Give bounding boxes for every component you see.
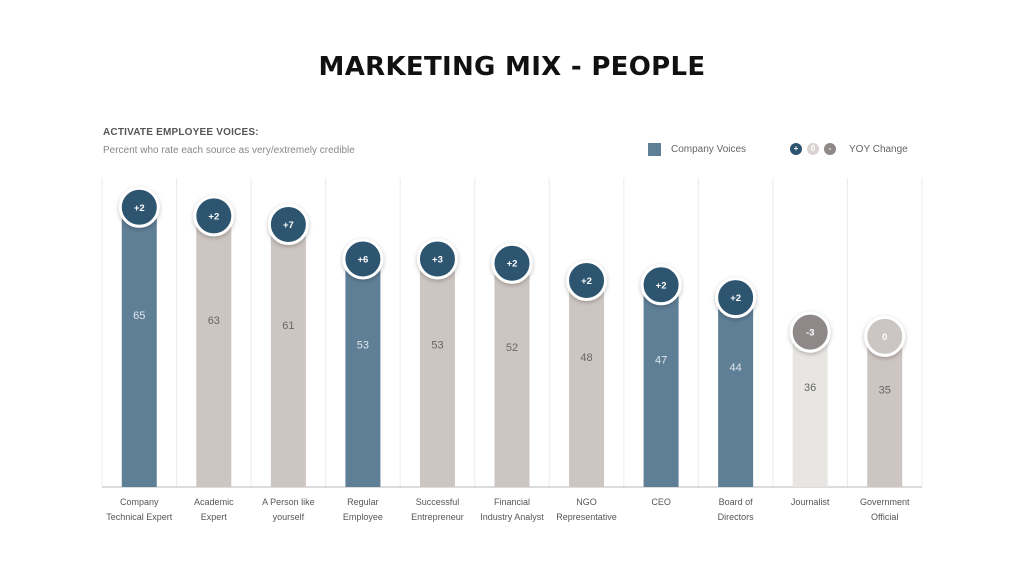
category-label-financial-industry-analyst: Industry Analyst bbox=[480, 512, 544, 522]
yoy-badge-successful-entrepreneur: +3 bbox=[416, 238, 458, 280]
yoy-badge-text: 0 bbox=[882, 332, 887, 343]
category-label-journalist: Journalist bbox=[791, 497, 830, 507]
yoy-badge-circle bbox=[566, 259, 608, 301]
yoy-badge-circle bbox=[118, 186, 160, 228]
category-label-ceo: CEO bbox=[651, 497, 671, 507]
yoy-badge-text: +2 bbox=[730, 293, 741, 304]
yoy-badge-text: -3 bbox=[806, 328, 814, 339]
legend-yoy-zero: 0 bbox=[807, 143, 819, 155]
data-label-a-person-like-yourself: 61 bbox=[282, 320, 294, 332]
data-label-government-official: 35 bbox=[879, 385, 891, 397]
legend-company-voices: Company Voices bbox=[648, 143, 746, 156]
yoy-badge-financial-industry-analyst: +2 bbox=[491, 242, 533, 284]
yoy-badge-circle bbox=[640, 264, 682, 306]
yoy-badge-academic-expert: +2 bbox=[193, 195, 235, 237]
yoy-badge-text: +3 bbox=[432, 254, 443, 265]
category-label-successful-entrepreneur: Successful bbox=[416, 497, 460, 507]
category-label-board-of-directors: Directors bbox=[718, 512, 755, 522]
yoy-badge-circle bbox=[193, 195, 235, 237]
bar-ngo-representative bbox=[569, 280, 605, 487]
bar-board-of-directors bbox=[718, 297, 754, 487]
data-label-journalist: 36 bbox=[804, 382, 816, 394]
category-label-a-person-like-yourself: yourself bbox=[273, 512, 305, 522]
bar-academic-expert bbox=[196, 215, 232, 487]
category-label-government-official: Government bbox=[860, 497, 910, 507]
bar-regular-employee bbox=[345, 258, 381, 487]
category-label-board-of-directors: Board of bbox=[719, 497, 754, 507]
yoy-badge-board-of-directors: +2 bbox=[715, 277, 757, 319]
yoy-badge-text: +2 bbox=[581, 276, 592, 287]
legend-yoy-plus: + bbox=[790, 143, 802, 155]
legend-swatch-company bbox=[648, 143, 661, 156]
category-label-successful-entrepreneur: Entrepreneur bbox=[411, 512, 464, 522]
category-label-company-technical-expert: Technical Expert bbox=[106, 512, 173, 522]
yoy-badge-journalist: -3 bbox=[789, 311, 831, 353]
data-label-board-of-directors: 44 bbox=[730, 362, 742, 374]
yoy-badge-ngo-representative: +2 bbox=[566, 259, 608, 301]
yoy-badge-text: +2 bbox=[208, 211, 219, 222]
yoy-badge-circle bbox=[416, 238, 458, 280]
bar-financial-industry-analyst bbox=[494, 263, 530, 487]
yoy-badge-text: +7 bbox=[283, 220, 294, 231]
yoy-badge-circle bbox=[789, 311, 831, 353]
yoy-badge-a-person-like-yourself: +7 bbox=[267, 204, 309, 246]
category-label-company-technical-expert: Company bbox=[120, 497, 159, 507]
legend-yoy-change: + 0 - YOY Change bbox=[790, 143, 908, 155]
category-label-financial-industry-analyst: Financial bbox=[494, 497, 530, 507]
category-labels: Company Technical Expert Academic Expert A P… bbox=[106, 497, 910, 522]
category-label-regular-employee: Regular bbox=[347, 497, 379, 507]
yoy-badge-circle bbox=[864, 315, 906, 357]
category-label-government-official: Official bbox=[871, 512, 898, 522]
chart-subtitle: ACTIVATE EMPLOYEE VOICES: bbox=[103, 127, 259, 138]
yoy-badge-text: +2 bbox=[656, 280, 667, 291]
category-label-regular-employee: Employee bbox=[343, 512, 383, 522]
legend-company-label: Company Voices bbox=[671, 144, 747, 155]
category-label-ngo-representative: NGO bbox=[576, 497, 597, 507]
bar-a-person-like-yourself bbox=[270, 224, 306, 488]
yoy-badge-circle bbox=[342, 238, 384, 280]
bars: 65 +2 63 +2 61 +7 53 +6 53 +3 52 +2 48 +2 47 +2 44 +2 36 -3… bbox=[118, 186, 906, 488]
bar-successful-entrepreneur bbox=[419, 258, 455, 487]
yoy-badge-circle bbox=[491, 242, 533, 284]
category-label-ngo-representative: Representative bbox=[556, 512, 617, 522]
bar-ceo bbox=[643, 284, 679, 487]
page-title: MARKETING MIX - PEOPLE bbox=[318, 52, 706, 82]
bar-company-technical-expert bbox=[121, 207, 157, 487]
category-label-academic-expert: Expert bbox=[201, 512, 228, 522]
bar-journalist bbox=[792, 332, 828, 487]
data-label-regular-employee: 53 bbox=[357, 340, 369, 352]
legend-yoy-minus: - bbox=[824, 143, 836, 155]
yoy-badge-circle bbox=[715, 277, 757, 319]
legend-yoy-label: YOY Change bbox=[849, 143, 908, 155]
data-label-ceo: 47 bbox=[655, 355, 667, 367]
data-label-academic-expert: 63 bbox=[208, 315, 220, 327]
category-label-academic-expert: Academic bbox=[194, 497, 234, 507]
yoy-badge-ceo: +2 bbox=[640, 264, 682, 306]
yoy-badge-company-technical-expert: +2 bbox=[118, 186, 160, 228]
yoy-badge-text: +6 bbox=[357, 254, 368, 265]
yoy-badge-regular-employee: +6 bbox=[342, 238, 384, 280]
yoy-badge-text: +2 bbox=[134, 203, 145, 214]
data-label-successful-entrepreneur: 53 bbox=[431, 340, 443, 352]
chart-description: Percent who rate each source as very/ext… bbox=[103, 145, 355, 156]
yoy-badge-text: +2 bbox=[507, 259, 518, 270]
data-label-financial-industry-analyst: 52 bbox=[506, 342, 518, 354]
data-label-ngo-representative: 48 bbox=[580, 352, 592, 364]
yoy-badge-government-official: 0 bbox=[864, 315, 906, 357]
yoy-badge-circle bbox=[267, 204, 309, 246]
data-label-company-technical-expert: 65 bbox=[133, 310, 145, 322]
bar-government-official bbox=[867, 336, 903, 487]
category-label-a-person-like-yourself: A Person like bbox=[262, 497, 315, 507]
